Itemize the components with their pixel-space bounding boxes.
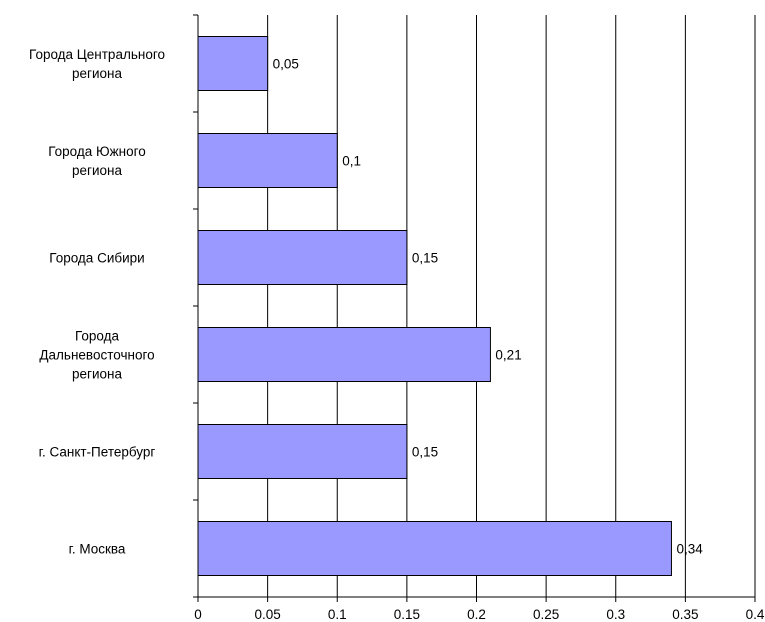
bars [197,36,672,576]
gridlines [267,15,756,597]
bar [197,36,269,91]
category-label: г. Москва [69,542,126,557]
x-tick-label: 0 [194,607,202,622]
x-tick-label: 0.4 [746,607,765,622]
x-tick-label: 0.25 [533,607,559,622]
bar [197,133,338,188]
data-label: 0,21 [495,348,521,363]
category-labels: Города Центрального региона Города Южного р… [29,47,165,557]
data-label: 0,15 [412,251,438,266]
x-tick-labels: 0 0.05 0.1 0.15 0.2 0.25 0.3 0.35 0.4 [194,607,765,622]
x-tick-label: 0.3 [606,607,625,622]
x-tick-label: 0.15 [394,607,420,622]
data-labels: 0,05 0,1 0,15 0,21 0,15 0,34 [273,57,704,557]
data-label: 0,34 [676,542,703,557]
category-label: Города Южного региона [48,144,146,178]
bar [197,230,408,285]
x-tick-label: 0.35 [672,607,698,622]
x-tick-label: 0.2 [467,607,486,622]
category-label: Города Центрального региона [29,47,165,81]
data-label: 0,05 [273,57,299,72]
x-tick-label: 0.05 [254,607,280,622]
category-label: Города Дальневосточного региона [39,329,154,382]
data-label: 0,1 [342,154,361,169]
data-label: 0,15 [412,445,438,460]
bar [197,327,491,382]
bar [197,521,672,576]
category-label: Города Сибири [49,251,144,266]
category-label: г. Санкт-Петербург [39,445,156,460]
x-tick-label: 0.1 [328,607,347,622]
axes [193,14,756,602]
bar [197,424,408,479]
